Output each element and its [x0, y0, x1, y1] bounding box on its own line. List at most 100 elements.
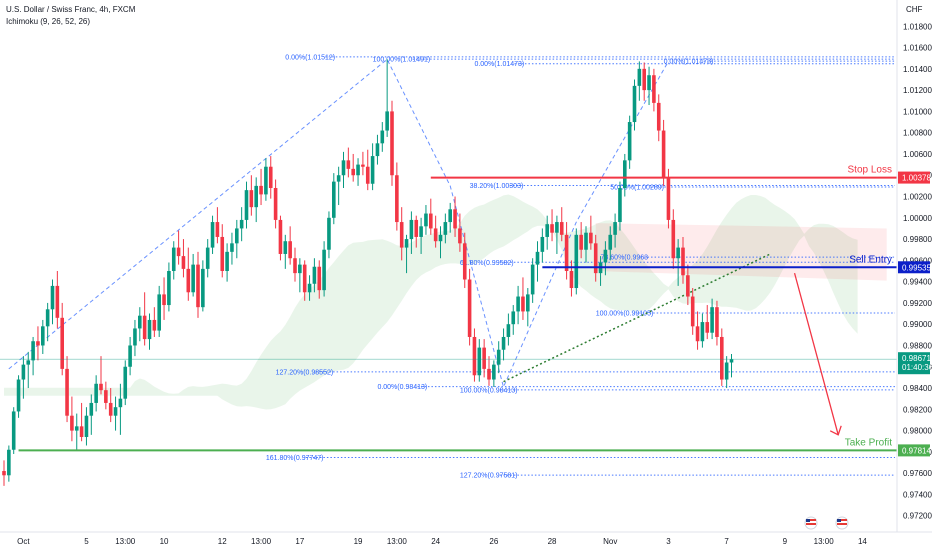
candle-body [307, 283, 312, 293]
fib-level-label: 161.80%(0.97747) [266, 455, 324, 462]
candle-body [584, 232, 588, 250]
candle-body [647, 75, 651, 91]
candle-body [171, 247, 176, 271]
candle-body [720, 336, 724, 380]
candle-body [215, 222, 220, 237]
level-label-stop-loss: Stop Loss [848, 165, 892, 176]
candle-body [390, 111, 394, 176]
fib-level-label: 78.60%(0.9963 [601, 255, 649, 262]
candle-body [283, 241, 288, 254]
time-tick-label: 13:00 [814, 537, 835, 546]
fib-level-label: 100.00%(0.99105) [596, 311, 654, 318]
candle-body [239, 219, 244, 229]
candle-body [36, 341, 40, 346]
candle-body [322, 249, 326, 291]
candle-body [196, 264, 200, 308]
price-tick-label: 1.01400 [903, 65, 932, 74]
time-tick-label: 10 [160, 537, 169, 546]
time-tick-label: 17 [295, 537, 304, 546]
candle-body [671, 219, 676, 259]
candle-body [458, 228, 462, 244]
price-tick-label: 1.00000 [903, 214, 932, 223]
fib-level-label: 50.00%(1.00289) [610, 185, 664, 192]
candle-body [477, 347, 482, 376]
candle-body [205, 247, 210, 269]
price-tick-label: 0.98800 [903, 341, 932, 350]
candle-body [526, 294, 530, 312]
candle-body [21, 364, 26, 380]
candle-body [472, 336, 477, 376]
price-tick-label: 1.00800 [903, 129, 932, 138]
candle-body [191, 264, 195, 293]
price-tick-label: 1.01000 [903, 107, 932, 116]
candle-body [686, 275, 690, 297]
candle-body [94, 383, 98, 403]
candle-body [2, 471, 6, 476]
price-tick-label: 0.98400 [903, 384, 932, 393]
time-tick-label: 24 [431, 537, 440, 546]
symbol-title[interactable]: U.S. Dollar / Swiss Franc, 4h, FXCM [6, 5, 136, 14]
candle-body [254, 185, 258, 208]
candle-body [104, 390, 108, 403]
candle-body [710, 307, 714, 333]
candle-body [535, 251, 540, 265]
candle-body [715, 307, 719, 337]
price-tick-label: 0.98200 [903, 405, 932, 414]
projection-arrow-head [829, 425, 842, 436]
candle-body [530, 264, 535, 295]
candle-body [501, 336, 506, 350]
us-flag-icon[interactable] [804, 516, 818, 530]
level-price-tag [898, 444, 930, 457]
candle-body [341, 160, 346, 176]
candle-body [298, 264, 302, 274]
candle-body [627, 122, 632, 161]
price-axis[interactable]: 0.972000.974000.976000.978000.980000.982… [903, 22, 932, 520]
candle-body [186, 268, 191, 293]
candle-body [395, 175, 399, 223]
time-tick-label: 7 [724, 537, 729, 546]
candle-body [201, 268, 205, 308]
time-tick-label: 9 [783, 537, 788, 546]
candle-body [564, 234, 569, 271]
candle-body [142, 315, 147, 340]
price-tick-label: 0.99600 [903, 256, 932, 265]
candle-body [79, 426, 84, 437]
candle-body [225, 251, 229, 271]
candle-body [700, 322, 705, 342]
candle-body [375, 143, 380, 157]
candle-body [516, 296, 520, 312]
fib-level-label: 100.00%(0.98413) [460, 387, 518, 394]
candle-body [249, 190, 254, 208]
time-tick-label: Oct [17, 537, 30, 546]
candle-body [220, 236, 225, 271]
time-tick-label: Nov [603, 537, 617, 546]
candle-body [705, 322, 710, 333]
candle-body [327, 217, 331, 250]
candle-body [50, 285, 55, 310]
price-tick-label: 1.01200 [903, 86, 932, 95]
candle-body [623, 160, 627, 189]
price-tick-label: 0.99000 [903, 320, 932, 329]
candle-body [123, 366, 128, 399]
ichimoku-cloud-bearish [595, 223, 887, 281]
candle-body [11, 411, 16, 450]
candle-body [593, 243, 598, 274]
candle-body [147, 319, 152, 340]
time-tick-label: 26 [489, 537, 498, 546]
indicator-legend[interactable]: Ichimoku (9, 26, 52, 26) [6, 17, 90, 26]
candle-body [729, 359, 734, 363]
candle-body [45, 309, 50, 327]
candle-body [244, 190, 249, 220]
candle-body [487, 368, 491, 380]
time-axis[interactable]: Oct 5 13:00 10 12 13:00 17 19 13:00 24 26 28 Nov 3 7 9 1… [17, 537, 867, 546]
candle-body [404, 239, 409, 248]
candle-body [351, 168, 355, 176]
fib-level-label: 100.00%(1.01491) [373, 57, 431, 64]
candle-body [433, 228, 438, 242]
us-flag-icon[interactable] [835, 516, 849, 530]
ichimoku-cloud [4, 194, 887, 410]
candle-body [259, 185, 263, 195]
candle-body [656, 102, 661, 131]
